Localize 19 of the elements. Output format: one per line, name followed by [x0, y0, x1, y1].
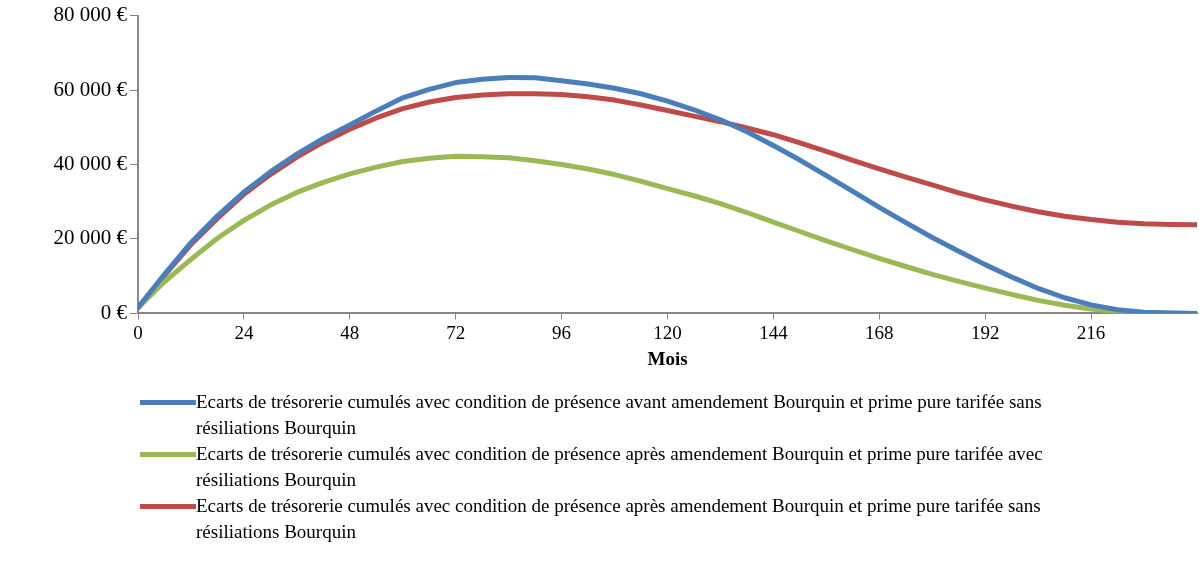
x-tick-label: 0: [133, 321, 143, 343]
x-tick-label: 192: [970, 321, 1000, 343]
x-tick-label: 96: [552, 321, 572, 343]
x-axis-title: Mois: [647, 347, 688, 369]
y-tick-label: 20 000 €: [53, 225, 128, 250]
x-tick-label: 216: [1076, 321, 1106, 343]
x-tick-label: 120: [653, 321, 682, 343]
y-tick-label: 40 000 €: [53, 151, 128, 176]
x-tick-label: 48: [340, 321, 360, 343]
legend-label: Ecarts de trésorerie cumulés avec condition de présence avant amendement Bourquin et prime pure tarifée sans résiliations Bourquin: [196, 390, 1043, 440]
y-tick-label: 0 €: [100, 299, 128, 324]
x-tick-label: 24: [234, 321, 254, 343]
y-tick-label: 60 000 €: [53, 76, 128, 101]
x-tick-label: 168: [865, 321, 894, 343]
y-tick-label: 80 000 €: [53, 2, 128, 27]
x-tick-label: 72: [446, 321, 466, 343]
x-tick-label: 144: [759, 321, 789, 343]
legend-label: Ecarts de trésorerie cumulés avec condition de présence après amendement Bourquin et prime pure tarifée avec résiliations Bourquin: [196, 442, 1044, 492]
legend-label: Ecarts de trésorerie cumulés avec condition de présence après amendement Bourquin et prime pure tarifée sans résiliations Bourquin: [196, 494, 1042, 544]
